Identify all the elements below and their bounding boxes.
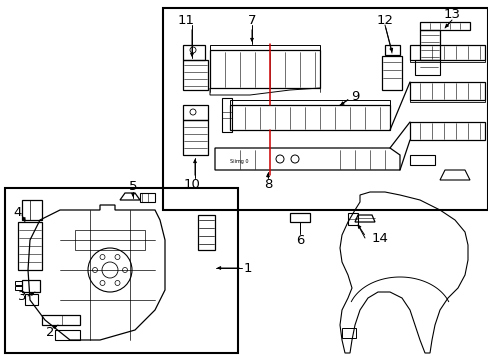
Text: 9: 9 [350, 90, 359, 103]
Text: 11: 11 [177, 13, 194, 27]
Text: Siimg 0: Siimg 0 [229, 159, 248, 164]
Text: 5: 5 [128, 180, 137, 193]
Bar [5, 188, 238, 353]
Text: 13: 13 [443, 9, 460, 22]
Text: 12: 12 [376, 13, 393, 27]
Text: 14: 14 [371, 231, 387, 244]
Text: 3: 3 [18, 289, 26, 302]
Text: 8: 8 [263, 179, 272, 192]
Text: 6: 6 [295, 234, 304, 247]
Text: 4: 4 [14, 207, 22, 220]
Text: 2: 2 [46, 325, 54, 338]
Text: 10: 10 [183, 179, 200, 192]
Text: 7: 7 [247, 13, 256, 27]
Text: 1: 1 [243, 261, 252, 274]
Bar [163, 8, 487, 210]
